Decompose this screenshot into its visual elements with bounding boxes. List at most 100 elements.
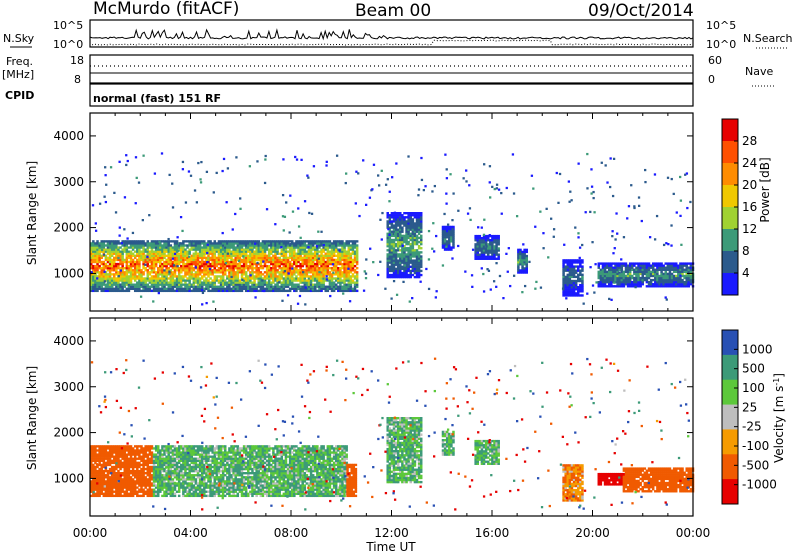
power-cell (207, 262, 210, 266)
power-cell (562, 292, 565, 295)
power-cell (113, 252, 116, 255)
power-cell (448, 244, 451, 247)
power-cell (334, 283, 338, 286)
power-cell (409, 226, 412, 229)
velocity-cell (94, 469, 97, 473)
power-cell (106, 267, 110, 270)
power-cell (579, 269, 582, 272)
power-cell (161, 277, 164, 280)
power-cell (188, 248, 191, 251)
power-cell (525, 263, 528, 266)
power-cell (399, 212, 402, 215)
power-cell (209, 244, 212, 247)
power-cell (247, 240, 250, 243)
power-cell (171, 260, 175, 264)
power-cell (90, 279, 93, 282)
power-cell (173, 267, 177, 270)
power-cell (190, 254, 193, 257)
power-cell (574, 259, 578, 262)
power-cell (215, 279, 219, 282)
power-cell (226, 281, 229, 284)
power-cell (401, 242, 404, 246)
power-cell (303, 246, 307, 249)
power-cell (476, 241, 479, 244)
power-cell (480, 236, 484, 240)
power-cell (674, 268, 678, 271)
power-cell (261, 254, 265, 257)
freq-left-tick-bottom: 8 (74, 73, 81, 86)
power-cell (307, 246, 310, 249)
power-cell (413, 271, 417, 275)
power-cell (401, 261, 404, 264)
power-cell (192, 256, 196, 260)
power-cell (228, 285, 231, 288)
power-cell (386, 222, 389, 225)
power-cell (211, 244, 214, 247)
power-cell (689, 283, 693, 286)
power-cell (117, 285, 120, 288)
power-cell (226, 242, 229, 245)
power-cell (324, 271, 327, 274)
power-cell (407, 273, 410, 277)
power-cell (318, 269, 321, 272)
power-cell (445, 229, 449, 233)
power-cell (330, 248, 334, 251)
power-cell (272, 248, 275, 251)
velocity-cell (90, 445, 93, 448)
power-cell (645, 276, 649, 280)
power-cell (491, 239, 494, 242)
power-cell (566, 273, 570, 277)
velocity-cell (106, 494, 110, 498)
power-cell (339, 283, 342, 286)
power-cell (230, 260, 233, 264)
power-cell (326, 258, 330, 262)
power-cell (609, 157, 612, 160)
power-cell (316, 283, 319, 286)
power-cell (411, 218, 415, 221)
power-cell (255, 267, 258, 270)
power-cell (641, 266, 644, 269)
power-cell (100, 287, 103, 290)
power-cell (117, 250, 120, 253)
power-cell (267, 273, 271, 276)
power-cell (284, 275, 288, 278)
power-cell (495, 253, 498, 256)
power-cell (614, 285, 617, 288)
power-cell (365, 203, 368, 206)
power-cell (96, 277, 99, 280)
power-cell (683, 274, 686, 278)
power-cell (689, 280, 693, 284)
power-cell (337, 242, 340, 245)
power-cell (345, 244, 348, 247)
power-cell (265, 208, 269, 211)
power-cell (213, 246, 217, 249)
power-cell (96, 248, 99, 251)
power-cell (136, 281, 139, 284)
velocity-cell (110, 480, 114, 483)
power-cell (409, 275, 412, 279)
power-cell (108, 244, 112, 247)
velocity-cell (92, 469, 95, 473)
power-cell (326, 289, 330, 293)
power-cell (299, 289, 302, 293)
power-cell (163, 252, 166, 255)
velocity-cell (92, 482, 95, 485)
power-cell (94, 222, 97, 225)
power-cell (219, 258, 223, 262)
power-cell (255, 271, 258, 274)
power-cell (415, 255, 419, 258)
power-cell (198, 240, 202, 243)
power-cell (307, 283, 311, 286)
power-cell (226, 250, 229, 253)
power-cell (297, 279, 300, 282)
power-cell (263, 271, 267, 274)
power-cell (177, 287, 181, 290)
power-cell (658, 280, 661, 284)
power-cell (417, 269, 421, 273)
power-cell (117, 242, 120, 245)
power-cell (186, 254, 189, 257)
power-cell (297, 246, 300, 249)
power-cell (152, 244, 156, 247)
power-cell (182, 252, 185, 255)
power-cell (165, 240, 168, 243)
